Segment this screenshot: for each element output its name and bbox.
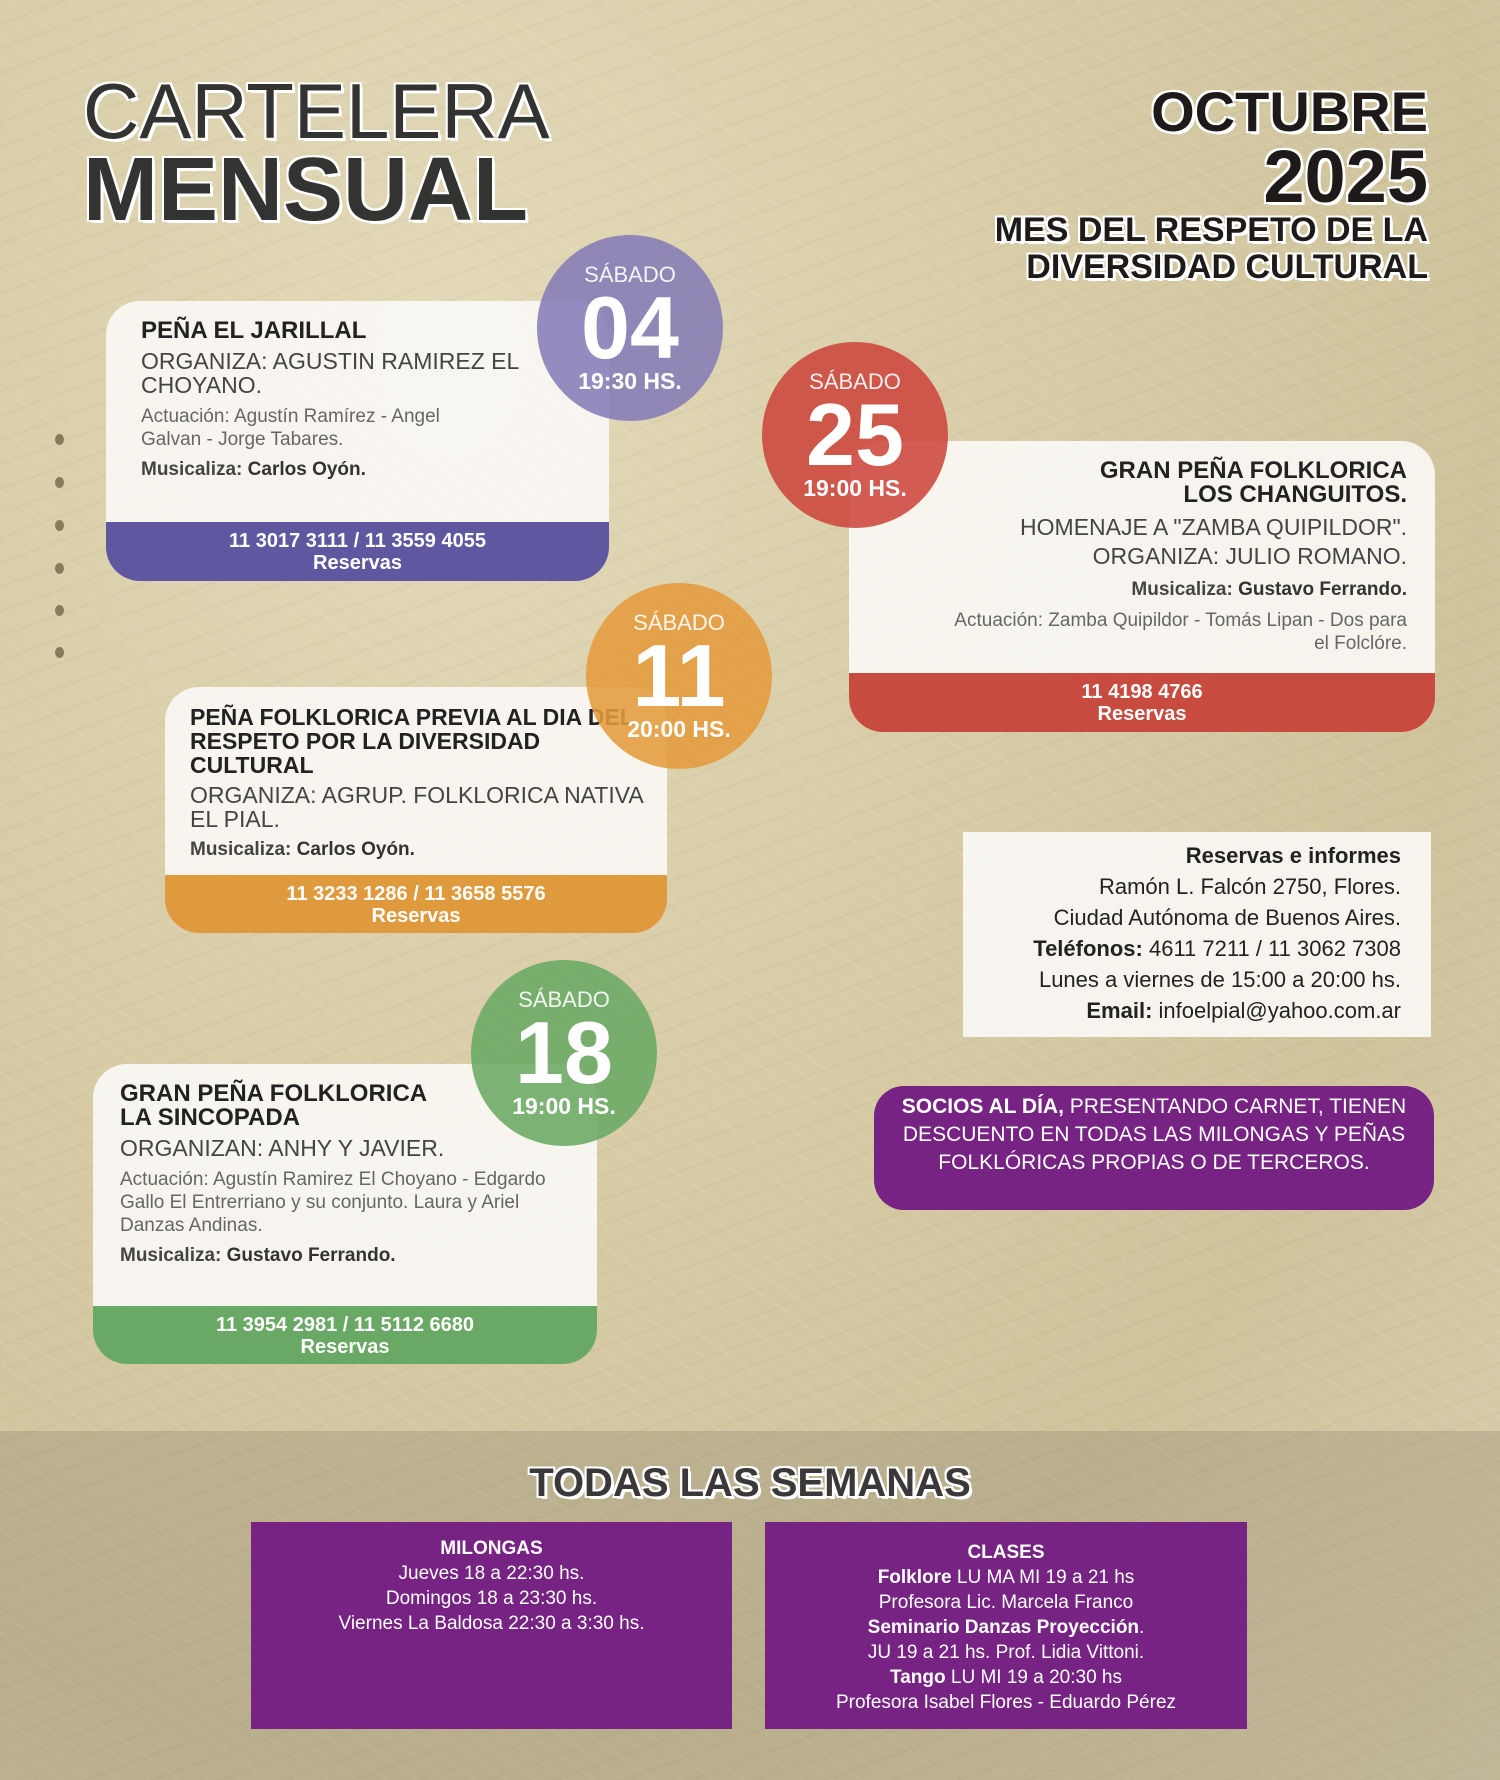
class-schedule: LU MI 19 a 20:30 hs	[950, 1667, 1122, 1688]
event-time: 19:30 HS.	[578, 367, 682, 394]
date-number: 18	[515, 1002, 613, 1102]
event-time: 19:00 HS.	[512, 1092, 616, 1119]
date-number: 11	[632, 625, 726, 725]
class-name: Tango	[890, 1667, 946, 1688]
members-bold: SOCIOS AL DÍA,	[901, 1095, 1064, 1118]
event-organizer: HOMENAJE A "ZAMBA QUIPILDOR". ORGANIZA: …	[1020, 514, 1407, 569]
dj-name: Gustavo Ferrando.	[1238, 579, 1407, 600]
decor-dot	[55, 520, 64, 531]
weekly-title: TODAS LAS SEMANAS	[529, 1461, 971, 1505]
title-mensual: MENSUAL	[83, 140, 528, 240]
event-performers: Actuación: Agustín Ramírez - Angel Galva…	[141, 406, 440, 450]
contact-title: Reservas e informes	[1185, 843, 1401, 868]
clases-title: CLASES	[967, 1542, 1045, 1563]
reservation-band[interactable]: 11 3233 1286 / 11 3658 5576 Reservas	[165, 875, 667, 933]
reservation-label: Reservas	[1097, 703, 1187, 725]
date-number: 04	[581, 277, 679, 377]
class-teacher: Profesora Lic. Marcela Franco	[878, 1592, 1134, 1613]
weekday: SÁBADO	[584, 261, 676, 287]
event-title: PEÑA FOLKLORICA PREVIA AL DIA DEL RESPET…	[190, 704, 634, 778]
milonga-line: Domingos 18 a 23:30 hs.	[385, 1588, 598, 1609]
title-cartelera: CARTELERA	[83, 67, 550, 155]
subtitle-2: DIVERSIDAD CULTURAL	[1026, 248, 1428, 286]
members-discount-banner: SOCIOS AL DÍA, PRESENTANDO CARNET, TIENE…	[874, 1086, 1434, 1210]
milongas-title: MILONGAS	[440, 1538, 543, 1559]
class-name: Folklore	[877, 1567, 952, 1588]
event-card-11: PEÑA FOLKLORICA PREVIA AL DIA DEL RESPET…	[165, 687, 667, 933]
reservation-phone[interactable]: 11 4198 4766	[1081, 681, 1203, 703]
decor-dot	[55, 563, 64, 574]
date-badge-11: SÁBADO 11 20:00 HS.	[586, 583, 772, 769]
class-schedule: JU 19 a 21 hs. Prof. Lidia Vittoni.	[867, 1642, 1145, 1663]
dj-label: Musicaliza:	[120, 1245, 222, 1266]
date-badge-18: SÁBADO 18 19:00 HS.	[471, 960, 657, 1146]
event-organizer: ORGANIZA: AGUSTIN RAMIREZ EL CHOYANO.	[141, 348, 519, 398]
event-card-25: GRAN PEÑA FOLKLORICA LOS CHANGUITOS. HOM…	[849, 441, 1435, 732]
weekday: SÁBADO	[518, 986, 610, 1012]
reservation-phone[interactable]: 11 3233 1286 / 11 3658 5576	[286, 883, 546, 905]
decor-dot	[55, 605, 64, 616]
event-title: PEÑA EL JARILLAL	[141, 317, 367, 344]
email-link[interactable]: infoelpial@yahoo.com.ar	[1158, 998, 1401, 1023]
contact-info-box: Reservas e informes Ramón L. Falcón 2750…	[963, 832, 1431, 1037]
event-time: 19:00 HS.	[803, 474, 907, 501]
weekly-section	[0, 1431, 1500, 1780]
reservation-phone[interactable]: 11 3954 2981 / 11 5112 6680	[215, 1314, 475, 1336]
event-time: 20:00 HS.	[627, 715, 731, 742]
dj-name: Carlos Oyón.	[296, 839, 415, 860]
reservation-label: Reservas	[313, 552, 402, 574]
milonga-line: Viernes La Baldosa 22:30 a 3:30 hs.	[338, 1613, 645, 1634]
year: 2025	[1263, 135, 1428, 218]
reservation-label: Reservas	[371, 905, 461, 927]
reservation-band[interactable]: 11 3017 3111 / 11 3559 4055 Reservas	[106, 522, 609, 581]
class-schedule: LU MA MI 19 a 21 hs	[956, 1567, 1135, 1588]
dj-label: Musicaliza:	[190, 839, 292, 860]
office-hours: Lunes a viernes de 15:00 a 20:00 hs.	[1038, 967, 1401, 992]
members-text: PRESENTANDO CARNET, TIENEN DESCUENTO EN …	[902, 1095, 1407, 1174]
dj-label: Musicaliza:	[141, 459, 243, 480]
date-number: 25	[806, 384, 904, 484]
event-performers: Actuación: Zamba Quipildor - Tomás Lipan…	[954, 610, 1407, 654]
event-title: GRAN PEÑA FOLKLORICA LA SINCOPADA	[120, 1080, 427, 1131]
subtitle-1: MES DEL RESPETO DE LA	[994, 211, 1428, 249]
decor-dot	[55, 647, 64, 658]
date-badge-25: SÁBADO 25 19:00 HS.	[762, 342, 948, 528]
reservation-band[interactable]: 11 3954 2981 / 11 5112 6680 Reservas	[93, 1306, 597, 1364]
event-performers: Actuación: Agustín Ramirez El Choyano - …	[120, 1169, 546, 1236]
reservation-phone[interactable]: 11 3017 3111 / 11 3559 4055	[229, 530, 486, 552]
phone-label: Teléfonos:	[1033, 936, 1143, 961]
dj-label: Musicaliza:	[1131, 579, 1233, 600]
phone-numbers[interactable]: 4611 7211 / 11 3062 7308	[1148, 936, 1401, 961]
reservation-band[interactable]: 11 4198 4766 Reservas	[849, 673, 1435, 732]
class-name: Seminario Danzas Proyección	[867, 1617, 1140, 1638]
decor-dot	[55, 434, 64, 445]
weekday: SÁBADO	[809, 368, 901, 394]
milonga-line: Jueves 18 a 22:30 hs.	[398, 1563, 585, 1584]
class-punct: .	[1139, 1617, 1145, 1638]
address-city: Ciudad Autónoma de Buenos Aires.	[1053, 905, 1401, 930]
dj-name: Gustavo Ferrando.	[226, 1245, 396, 1266]
email-label: Email:	[1086, 998, 1153, 1023]
date-badge-04: SÁBADO 04 19:30 HS.	[537, 235, 723, 421]
event-organizer: ORGANIZA: AGRUP. FOLKLORICA NATIVA EL PI…	[190, 782, 643, 832]
month: OCTUBRE	[1151, 80, 1428, 143]
dj-name: Carlos Oyón.	[247, 459, 366, 480]
event-organizer: ORGANIZAN: ANHY Y JAVIER.	[120, 1135, 445, 1161]
event-card-04: PEÑA EL JARILLAL ORGANIZA: AGUSTIN RAMIR…	[106, 301, 609, 581]
decor-dot	[55, 477, 64, 488]
weekday: SÁBADO	[633, 609, 725, 635]
reservation-label: Reservas	[300, 1336, 390, 1358]
clases-box: CLASES Folklore LU MA MI 19 a 21 hs Prof…	[765, 1522, 1247, 1729]
class-teacher: Profesora Isabel Flores - Eduardo Pérez	[835, 1692, 1177, 1713]
event-title: GRAN PEÑA FOLKLORICA LOS CHANGUITOS.	[1099, 457, 1407, 508]
milongas-box: MILONGAS Jueves 18 a 22:30 hs. Domingos …	[251, 1522, 732, 1729]
address-line: Ramón L. Falcón 2750, Flores.	[1098, 874, 1401, 899]
